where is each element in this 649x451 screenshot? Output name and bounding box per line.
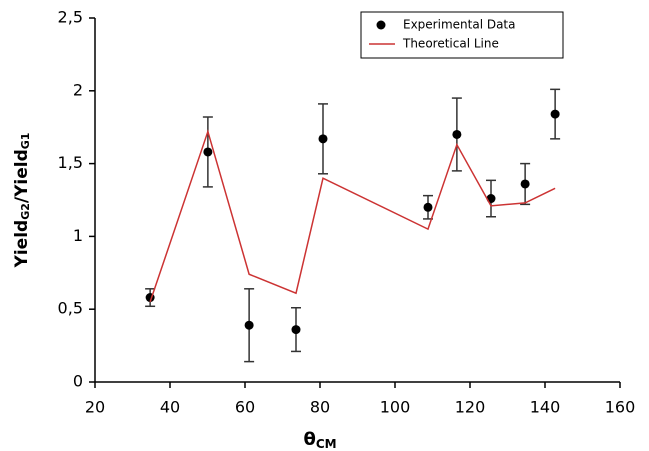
y-tick-label: 0 xyxy=(73,372,83,391)
y-tick-label: 1,5 xyxy=(58,153,83,172)
x-tick-label: 100 xyxy=(380,398,411,417)
x-tick-label: 20 xyxy=(85,398,105,417)
x-label-sub: CM xyxy=(316,437,337,451)
legend-label: Experimental Data xyxy=(403,18,516,32)
legend-marker xyxy=(376,20,386,30)
x-tick-label: 80 xyxy=(310,398,330,417)
x-tick-label: 40 xyxy=(160,398,180,417)
y-label-sub: G1 xyxy=(19,133,32,150)
x-label-text: θ xyxy=(303,429,315,450)
theory-line xyxy=(149,129,556,303)
y-label-text: Yield xyxy=(12,220,32,269)
data-point xyxy=(244,320,254,330)
data-point xyxy=(520,179,530,189)
x-tick-label: 120 xyxy=(455,398,486,417)
y-label-sub: G2 xyxy=(19,203,32,220)
x-tick-label: 60 xyxy=(235,398,255,417)
y-label-text: /Yield xyxy=(12,149,32,203)
data-point xyxy=(423,202,433,212)
x-tick-label: 140 xyxy=(530,398,561,417)
y-tick-label: 1 xyxy=(73,226,83,245)
y-tick-label: 0,5 xyxy=(58,299,83,318)
y-tick-label: 2,5 xyxy=(58,8,83,27)
x-axis-label: θCM xyxy=(303,429,336,451)
y-axis-label: YieldG2/YieldG1 xyxy=(12,133,32,269)
data-point xyxy=(318,134,328,144)
data-point xyxy=(452,129,462,139)
data-point xyxy=(203,147,213,157)
data-point xyxy=(291,325,301,335)
y-tick-label: 2 xyxy=(73,80,83,99)
legend-box xyxy=(360,11,564,59)
x-tick-label: 160 xyxy=(605,398,636,417)
legend-label: Theoretical Line xyxy=(402,37,499,51)
data-point xyxy=(550,109,560,119)
